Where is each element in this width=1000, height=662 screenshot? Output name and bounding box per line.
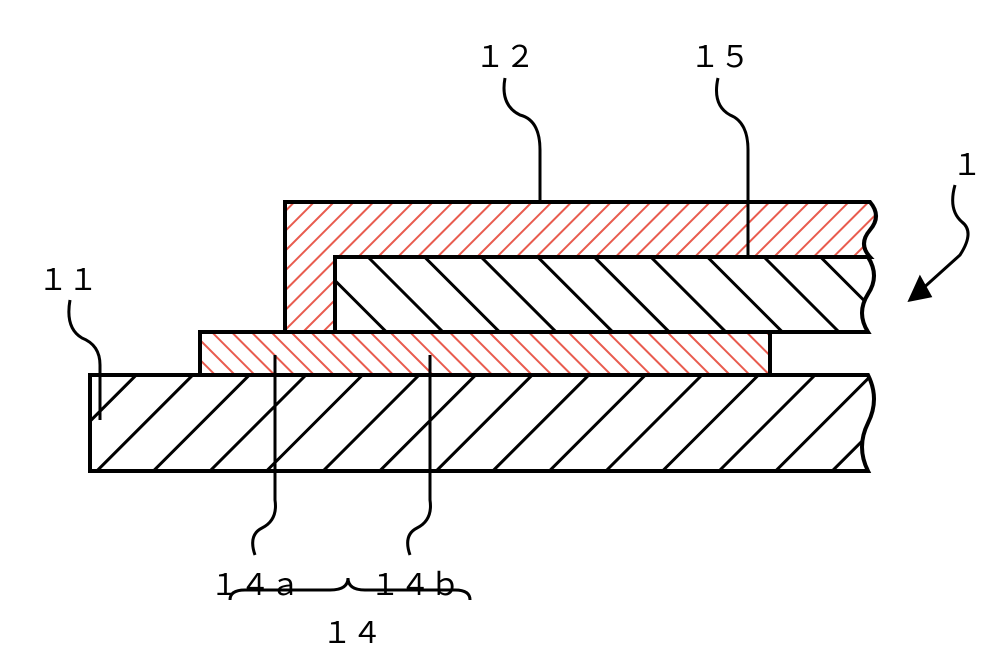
layer-15 [335,257,874,332]
layer-11-substrate [90,375,874,471]
label-14a: １４ａ [210,560,300,604]
label-12: １２ [475,32,535,76]
label-1: １ [952,140,982,184]
label-15: １５ [690,32,750,76]
layer-14 [200,332,770,375]
label-14: １４ [322,608,382,652]
label-11: １１ [38,255,98,299]
label-14b: １４ｂ [370,560,460,604]
